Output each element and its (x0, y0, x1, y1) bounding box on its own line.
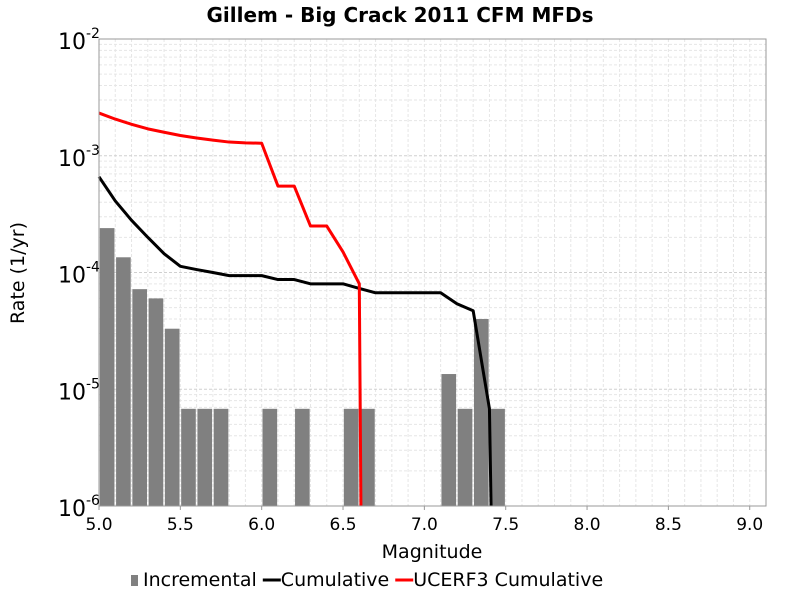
incremental-bar (213, 408, 229, 506)
legend-label: Incremental (143, 569, 257, 591)
y-tick-label: 10-5 (58, 376, 100, 405)
y-tick-label: 10-6 (58, 493, 100, 522)
x-tick-label: 6.0 (248, 515, 275, 535)
y-tick-label: 10-2 (58, 26, 100, 55)
legend: Incremental Cumulative UCERF3 Cumulative (131, 569, 603, 591)
grid (98, 39, 767, 507)
x-axis-ticks: 5.0 5.5 6.0 6.5 7.0 7.5 8.0 8.5 9.0 (85, 506, 763, 535)
incremental-bar (148, 298, 164, 506)
y-axis-ticks: 10-6 10-5 10-4 10-3 10-2 (58, 26, 100, 522)
x-axis-label: Magnitude (382, 541, 483, 563)
incremental-bar (262, 408, 278, 506)
x-tick-label: 6.5 (330, 515, 357, 535)
y-tick-label: 10-3 (58, 143, 100, 172)
y-tick-label: 10-4 (58, 260, 100, 289)
incremental-bar (99, 228, 115, 506)
y-axis-label: Rate (1/yr) (7, 222, 29, 324)
incremental-bar (116, 257, 131, 506)
cumulative-line (97, 175, 493, 507)
x-tick-label: 8.0 (574, 515, 601, 535)
incremental-bar (360, 408, 375, 506)
incremental-bar (343, 408, 359, 506)
x-tick-label: 5.5 (167, 515, 194, 535)
incremental-bar (441, 374, 457, 506)
x-tick-label: 9.0 (736, 515, 763, 535)
x-tick-label: 8.5 (655, 515, 682, 535)
incremental-bar (197, 408, 213, 506)
x-tick-label: 7.0 (411, 515, 438, 535)
ucerf3-cumulative-line (98, 111, 363, 507)
incremental-bar (181, 408, 196, 506)
legend-label: UCERF3 Cumulative (413, 569, 603, 591)
legend-swatch-incremental (131, 575, 138, 586)
x-tick-label: 7.5 (492, 515, 519, 535)
plot-border (98, 38, 767, 507)
incremental-bar (490, 408, 505, 506)
incremental-bar (132, 289, 147, 506)
incremental-bar (457, 408, 473, 506)
incremental-bars (99, 228, 505, 506)
incremental-bar (473, 318, 489, 506)
series-lines (97, 111, 493, 507)
chart-title: Gillem - Big Crack 2011 CFM MFDs (206, 3, 593, 27)
incremental-bar (164, 328, 180, 506)
legend-label: Cumulative (281, 569, 389, 591)
incremental-bar (295, 408, 310, 506)
x-tick-label: 5.0 (85, 515, 112, 535)
